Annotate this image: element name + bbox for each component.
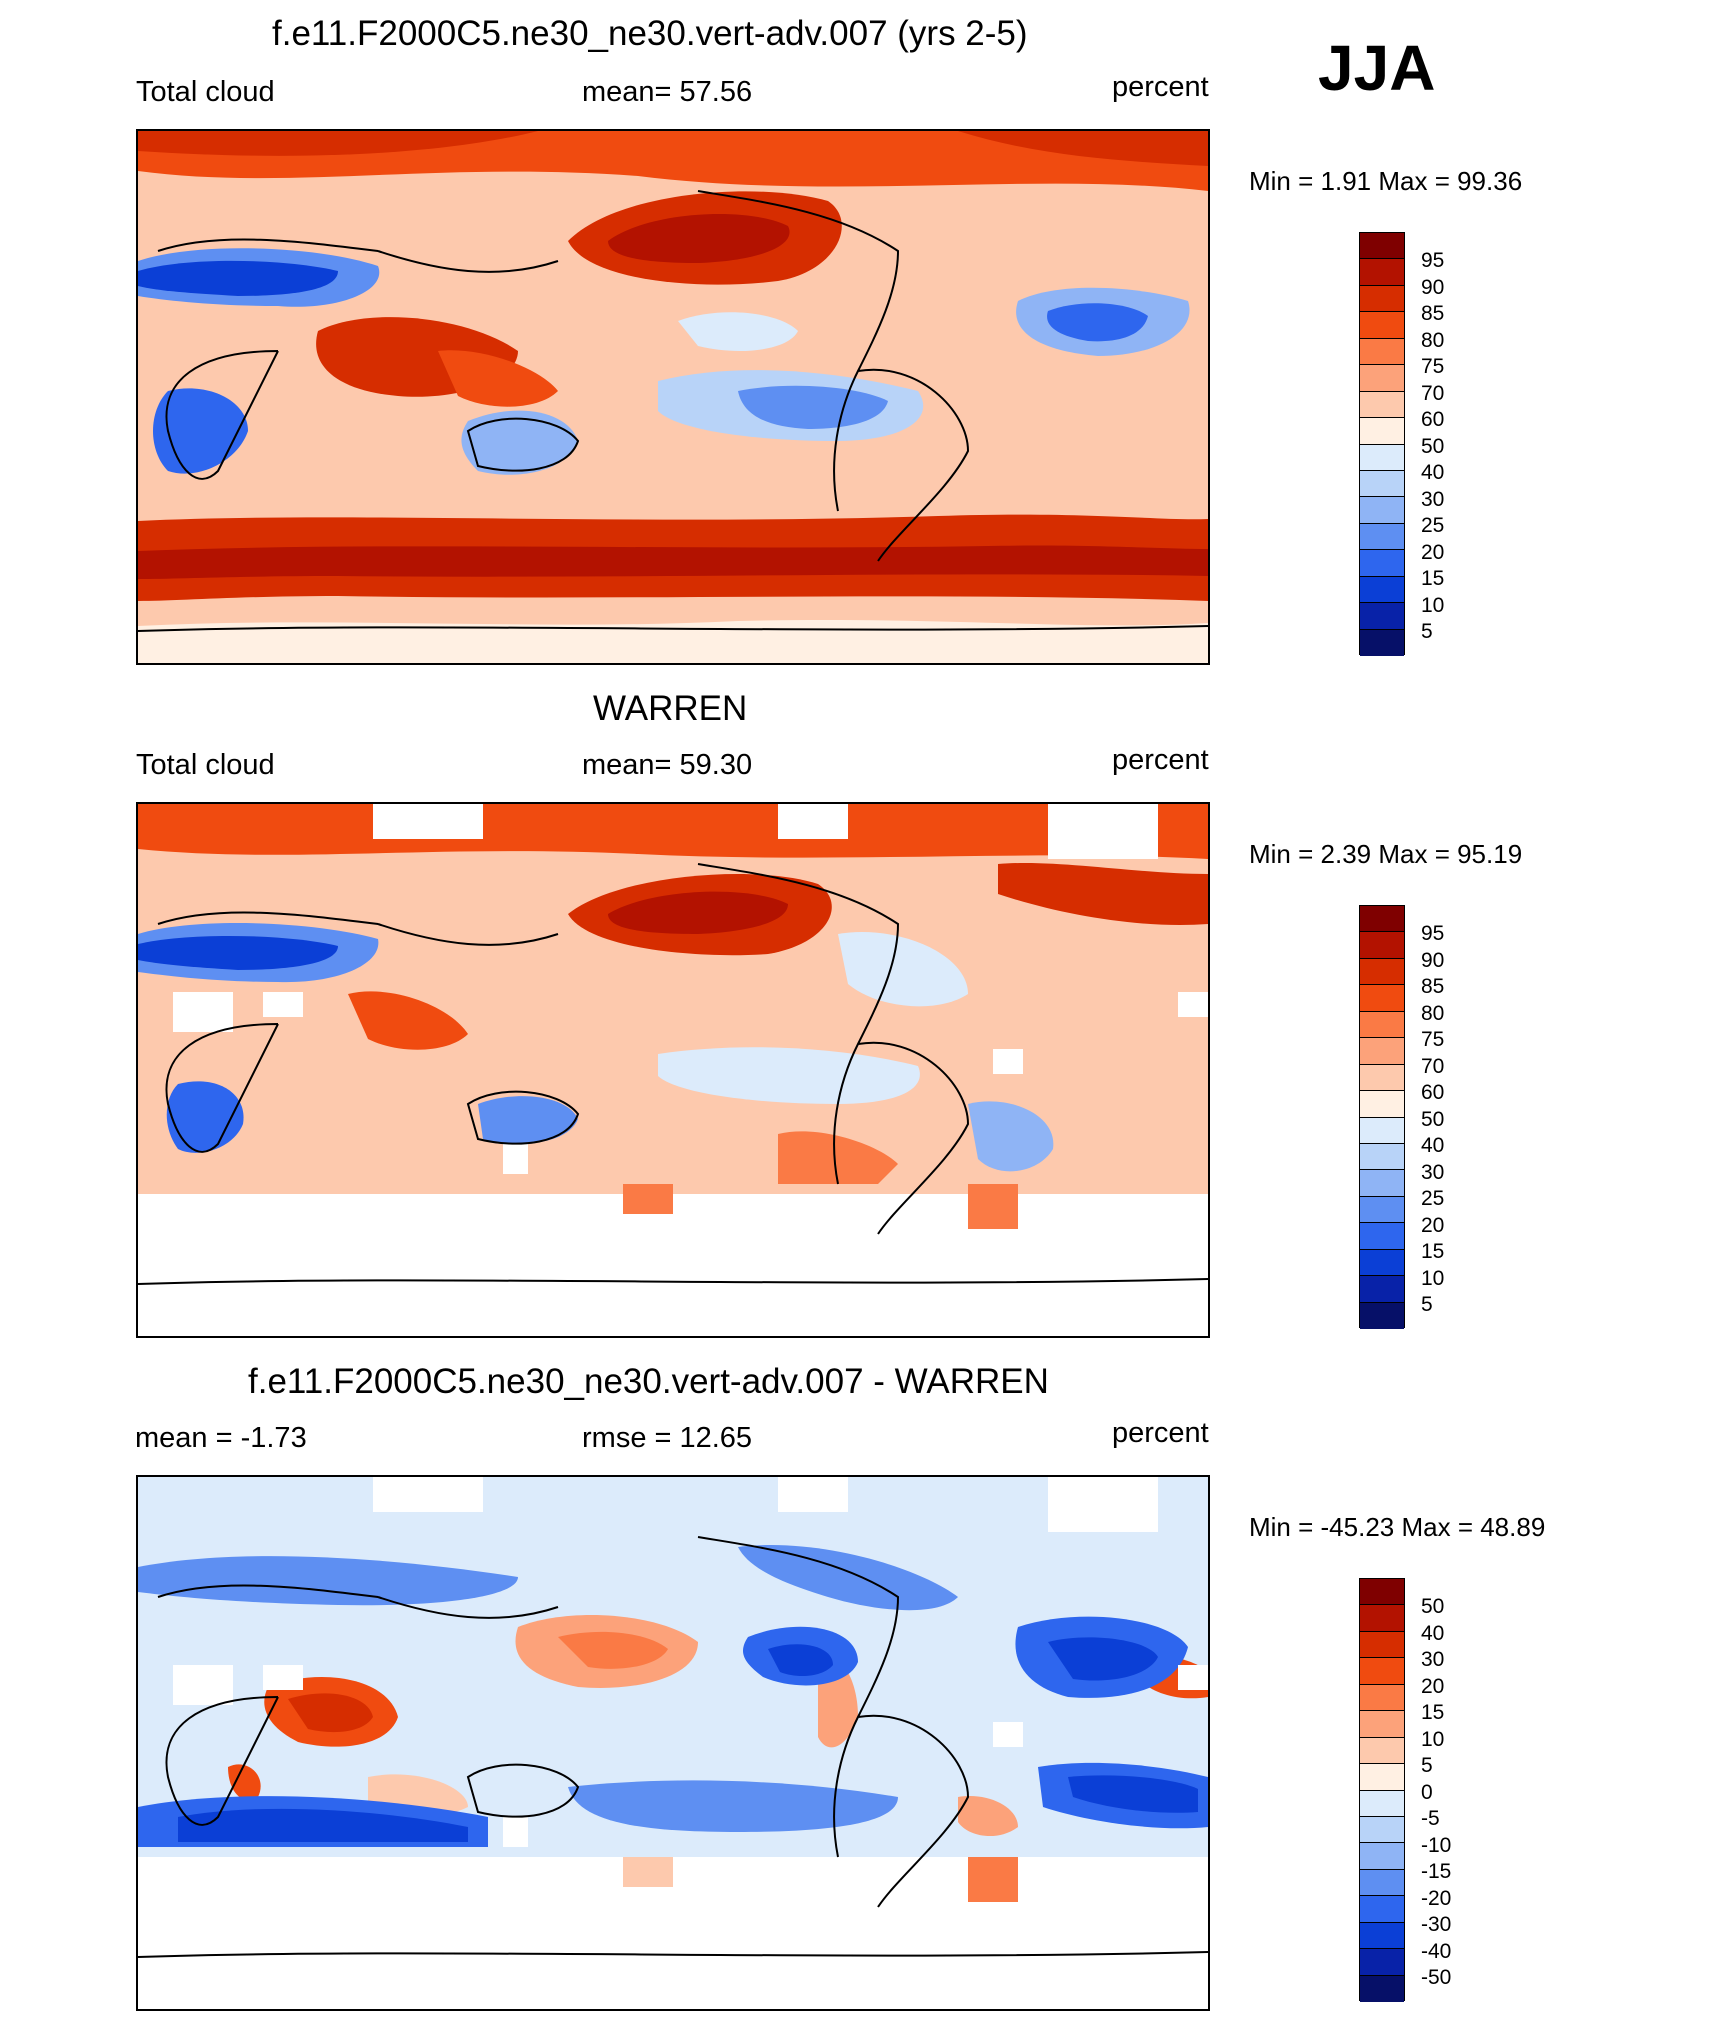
panel-1-units-label: percent [1112, 71, 1209, 103]
panel-1-mean-label: mean= 57.56 [582, 76, 753, 108]
colorbar-label: 20 [1421, 541, 1445, 564]
panel-3-mean-label: mean = -1.73 [135, 1422, 307, 1454]
colorbar-label: 85 [1421, 302, 1445, 325]
colorbar-label: 70 [1421, 382, 1445, 405]
colorbar-label: 25 [1421, 1187, 1445, 1210]
colorbar-label: 30 [1421, 488, 1445, 511]
colorbar-label: 15 [1421, 567, 1445, 590]
panel-2-mean-label: mean= 59.30 [582, 749, 753, 781]
colorbar-label: 20 [1421, 1675, 1445, 1698]
colorbar-label: 70 [1421, 1055, 1445, 1078]
panel-3-title: f.e11.F2000C5.ne30_ne30.vert-adv.007 - W… [248, 1362, 1049, 1401]
colorbar-label: 75 [1421, 1028, 1445, 1051]
colorbar-label: 15 [1421, 1701, 1445, 1724]
panel-3-map [136, 1475, 1210, 2011]
panel-3-rmse-label: rmse = 12.65 [582, 1422, 753, 1454]
panel-3-colorbar [1359, 1578, 1405, 2002]
colorbar-label: 5 [1421, 1293, 1433, 1316]
colorbar-label: 5 [1421, 1754, 1433, 1777]
panel-2-units-label: percent [1112, 744, 1209, 776]
colorbar-label: 80 [1421, 329, 1445, 352]
panel-2-minmax: Min = 2.39 Max = 95.19 [1249, 839, 1523, 869]
colorbar-label: -10 [1421, 1834, 1452, 1857]
colorbar-label: -20 [1421, 1887, 1452, 1910]
colorbar-label: -5 [1421, 1807, 1440, 1830]
panel-3-contour-field [138, 1477, 1208, 2009]
colorbar-label: 80 [1421, 1002, 1445, 1025]
panel-1-minmax: Min = 1.91 Max = 99.36 [1249, 166, 1523, 196]
colorbar-label: 90 [1421, 276, 1445, 299]
panel-1-title: f.e11.F2000C5.ne30_ne30.vert-adv.007 (yr… [272, 14, 1028, 53]
panel-1-colorbar [1359, 232, 1405, 656]
colorbar-label: 85 [1421, 975, 1445, 998]
panel-1-variable-label: Total cloud [136, 76, 275, 108]
colorbar-label: 60 [1421, 408, 1445, 431]
colorbar-label: 10 [1421, 1728, 1445, 1751]
panel-1-map [136, 129, 1210, 665]
colorbar-label: 50 [1421, 1108, 1445, 1131]
colorbar-label: 40 [1421, 461, 1445, 484]
panel-2-title: WARREN [593, 689, 748, 728]
panel-3-units-label: percent [1112, 1417, 1209, 1449]
colorbar-label: 50 [1421, 435, 1445, 458]
colorbar-label: 10 [1421, 594, 1445, 617]
colorbar-label: 0 [1421, 1781, 1433, 1804]
colorbar-label: 60 [1421, 1081, 1445, 1104]
colorbar-label: 5 [1421, 620, 1433, 643]
colorbar-label: 30 [1421, 1648, 1445, 1671]
colorbar-label: 50 [1421, 1595, 1445, 1618]
colorbar-label: 10 [1421, 1267, 1445, 1290]
colorbar-label: 25 [1421, 514, 1445, 537]
colorbar-label: 40 [1421, 1622, 1445, 1645]
colorbar-label: 90 [1421, 949, 1445, 972]
panel-2-colorbar [1359, 905, 1405, 1329]
panel-2-variable-label: Total cloud [136, 749, 275, 781]
colorbar-label: 15 [1421, 1240, 1445, 1263]
colorbar-label: 75 [1421, 355, 1445, 378]
colorbar-label: 40 [1421, 1134, 1445, 1157]
panel-2-contour-field [138, 804, 1208, 1336]
panel-1-contour-field [138, 131, 1208, 663]
panel-2-map [136, 802, 1210, 1338]
colorbar-label: 95 [1421, 249, 1445, 272]
colorbar-label: -50 [1421, 1966, 1452, 1989]
colorbar-label: -30 [1421, 1913, 1452, 1936]
colorbar-label: 95 [1421, 922, 1445, 945]
colorbar-label: 30 [1421, 1161, 1445, 1184]
colorbar-label: -40 [1421, 1940, 1452, 1963]
panel-3-minmax: Min = -45.23 Max = 48.89 [1249, 1512, 1546, 1542]
season-label: JJA [1318, 32, 1436, 104]
colorbar-label: -15 [1421, 1860, 1452, 1883]
colorbar-label: 20 [1421, 1214, 1445, 1237]
